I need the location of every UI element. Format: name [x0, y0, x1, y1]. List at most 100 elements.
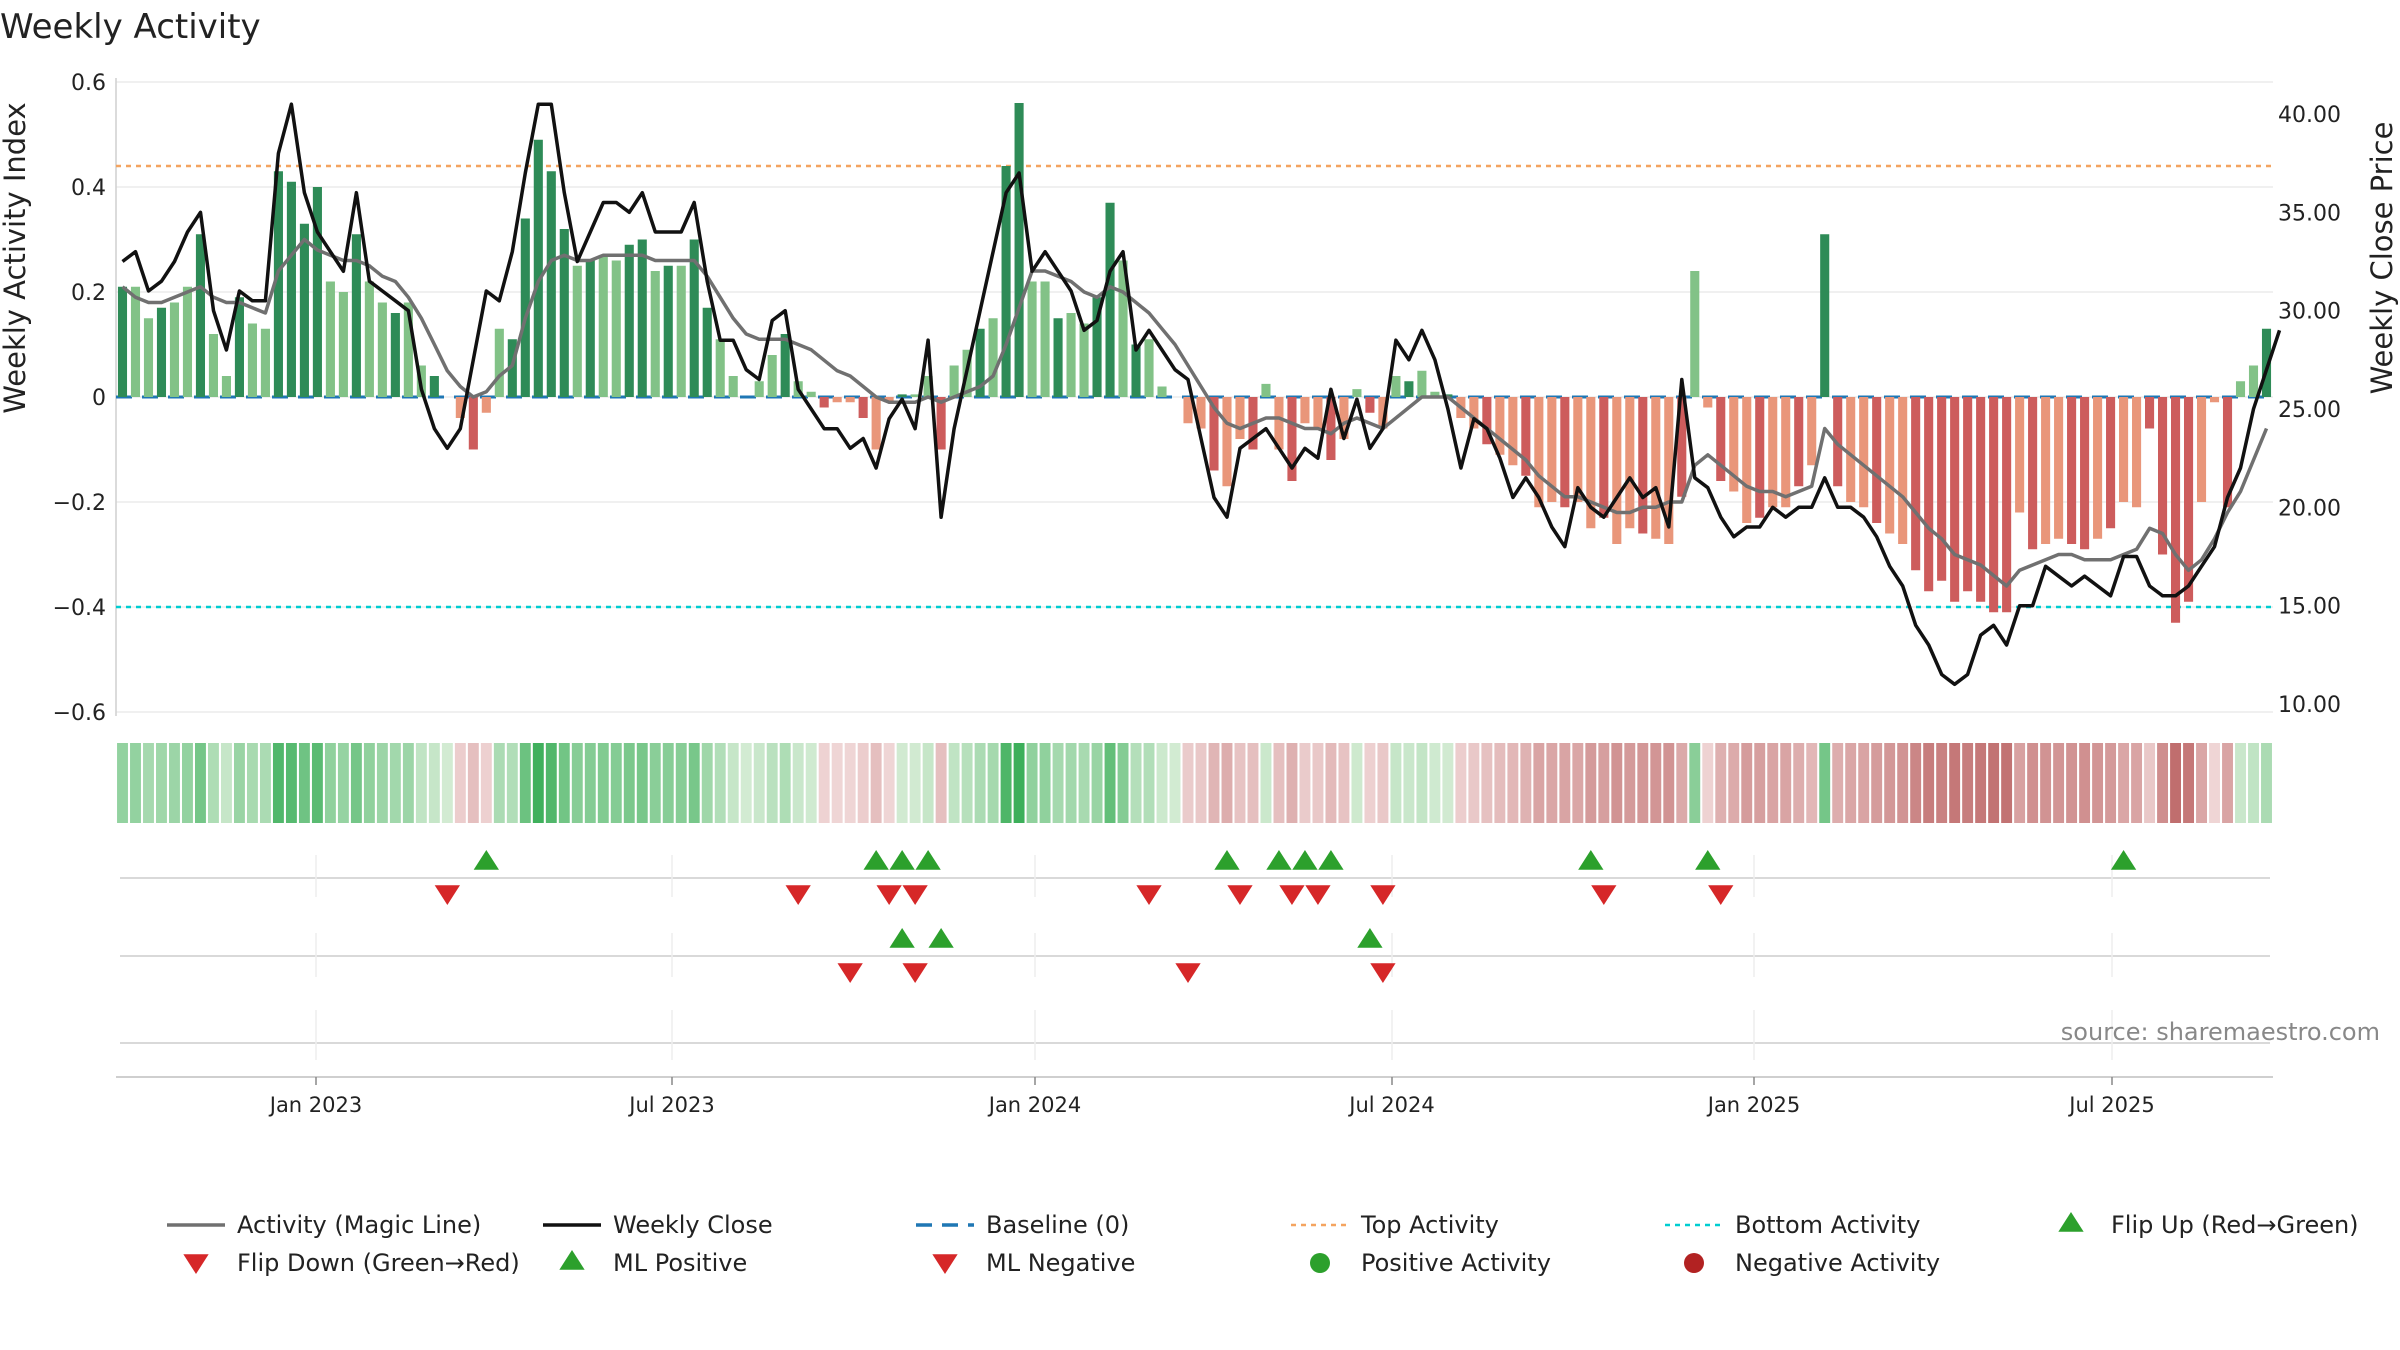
series-lines [121, 102, 2282, 687]
activity-bar [1378, 397, 1388, 429]
activity-strip-cell [2040, 743, 2052, 823]
activity-strip-cell [1117, 743, 1129, 823]
flip-up-marker [1695, 850, 1721, 870]
activity-bar [936, 397, 946, 450]
activity-bar [2132, 397, 2142, 508]
activity-bar [481, 397, 491, 413]
activity-bar [1599, 397, 1609, 518]
activity-bar [1612, 397, 1622, 544]
activity-strip-cell [389, 743, 401, 823]
activity-bar [650, 271, 660, 397]
chart-title: Weekly Activity [0, 7, 261, 47]
x-tick-label: Jul 2023 [627, 1093, 714, 1117]
activity-strip-cell [1325, 743, 1337, 823]
weekly-close-line [121, 102, 2282, 687]
flip-up-marker [2110, 850, 2137, 870]
activity-strip-cell [623, 743, 635, 823]
activity-strip-cell [1949, 743, 1961, 823]
flip-down-marker [434, 885, 460, 905]
activity-bar [1417, 370, 1427, 397]
activity-strip-cell [870, 743, 882, 823]
activity-strip-cell [1585, 743, 1597, 823]
y-left-tick-label: −0.6 [53, 701, 106, 726]
flip-down-marker [1136, 885, 1162, 905]
activity-bar [494, 328, 504, 397]
flip-down-marker [1708, 885, 1734, 905]
activity-strip-cell [2235, 743, 2246, 823]
activity-strip-cell [1416, 743, 1428, 823]
activity-strip-cell [130, 743, 141, 823]
activity-strip-cell [169, 743, 180, 823]
activity-bar [1781, 397, 1791, 508]
activity-strip-cell [1858, 743, 1870, 823]
activity-strip-cell [441, 743, 453, 823]
legend-label: Bottom Activity [1735, 1211, 1920, 1239]
activity-bar [1495, 397, 1505, 455]
activity-strip-cell [2014, 743, 2026, 823]
activity-strip-cell [2092, 743, 2104, 823]
activity-strip-cell [1377, 743, 1389, 823]
activity-bar [1183, 397, 1193, 424]
activity-bar [2170, 397, 2181, 623]
activity-bar [1625, 397, 1635, 529]
ml-positive-marker [1357, 928, 1383, 948]
activity-bar [286, 181, 296, 397]
activity-strip-cell [675, 743, 687, 823]
activity-strip-cell [779, 743, 791, 823]
activity-bar [819, 397, 829, 408]
activity-strip-cell [1559, 743, 1571, 823]
activity-bar [1196, 397, 1206, 429]
activity-bar [1963, 397, 1973, 592]
legend-label: Flip Down (Green→Red) [237, 1249, 520, 1277]
activity-bar [2158, 397, 2168, 555]
x-tick-label: Jan 2025 [1706, 1093, 1801, 1117]
flip-up-marker [915, 850, 941, 870]
activity-strip-cell [2261, 743, 2272, 823]
activity-bar [1118, 260, 1128, 397]
ml-negative-marker [837, 963, 863, 983]
activity-strip-cell [1286, 743, 1298, 823]
legend-swatch-ml-positive [559, 1250, 585, 1270]
activity-bar [468, 397, 478, 450]
legend-label: Baseline (0) [986, 1211, 1129, 1239]
activity-bar [1651, 397, 1661, 539]
legend-swatch-ml-negative [932, 1254, 958, 1274]
flip-up-marker [1292, 850, 1318, 870]
activity-bar [143, 318, 154, 397]
legend-label: Weekly Close [613, 1211, 773, 1239]
flip-down-marker [876, 885, 902, 905]
activity-bar [377, 302, 387, 397]
activity-strip-cell [1156, 743, 1168, 823]
activity-strip-cell [688, 743, 700, 823]
activity-bar [1001, 166, 1011, 397]
activity-strip-cell [1637, 743, 1649, 823]
activity-strip-cell [195, 743, 206, 823]
activity-bar [1573, 397, 1583, 502]
ml-negative-marker [902, 963, 928, 983]
activity-bar [2183, 397, 2194, 602]
activity-bar [1755, 397, 1765, 518]
activity-strip-cell [246, 743, 258, 823]
activity-bar [1261, 383, 1271, 397]
activity-bar [845, 397, 855, 403]
activity-strip-cell [974, 743, 986, 823]
y-axis-right-title: Weekly Close Price [2365, 122, 2399, 395]
activity-bar [1287, 397, 1297, 481]
activity-strip-cell [1234, 743, 1246, 823]
x-tick-label: Jul 2024 [1347, 1093, 1434, 1117]
activity-strip-cell [2222, 743, 2233, 823]
activity-strip-cell [2144, 743, 2156, 823]
activity-bar [429, 376, 439, 397]
activity-strip-cell [792, 743, 804, 823]
activity-bar [2235, 381, 2246, 397]
activity-strip-cell [182, 743, 193, 823]
activity-bar [312, 187, 322, 397]
activity-bar [1222, 397, 1232, 487]
activity-bar [1066, 313, 1076, 397]
activity-strip-cell [1819, 743, 1831, 823]
legend-label: ML Negative [986, 1249, 1135, 1277]
activity-strip-cell [1650, 743, 1662, 823]
y-right-tick-label: 20.00 [2278, 496, 2341, 521]
